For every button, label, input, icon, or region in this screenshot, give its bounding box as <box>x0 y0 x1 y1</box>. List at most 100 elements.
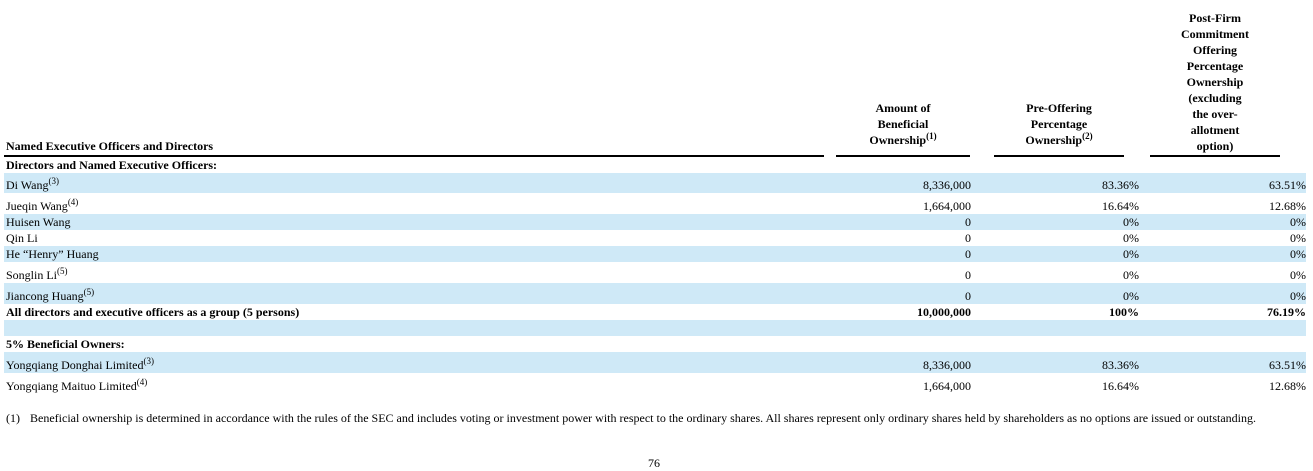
header-pre-line: Ownership(2) <box>1025 131 1093 148</box>
row-post-offering: 76.19% <box>1267 305 1306 319</box>
header-label: Named Executive Officers and Directors <box>6 139 214 153</box>
row-name-text: Songlin Li <box>6 268 58 282</box>
row-name-text: Jueqin Wang <box>6 199 68 213</box>
header-amount-line: Amount of <box>875 101 931 115</box>
table-row: 5% Beneficial Owners: <box>4 336 1306 352</box>
header-pre-line: Percentage <box>1030 117 1088 131</box>
row-name-text: Yongqiang Donghai Limited <box>6 358 144 372</box>
row-name: Huisen Wang <box>6 214 70 230</box>
row-amount: 8,336,000 <box>923 358 971 372</box>
row-post-offering: 12.68% <box>1269 379 1306 393</box>
header-rule-name <box>4 155 824 157</box>
header-amount-line: Ownership(1) <box>869 131 937 148</box>
row-name-text: He “Henry” Huang <box>6 247 99 261</box>
table-row: Jiancong Huang(5) 0 0% 0% <box>4 283 1306 304</box>
row-post-offering: 0% <box>1290 268 1306 282</box>
header-amount: Amount of Beneficial Ownership(1) <box>836 100 970 148</box>
row-pre-offering: 0% <box>1123 231 1139 245</box>
footnote-ref: (5) <box>57 266 68 276</box>
row-name: Qin Li <box>6 230 38 246</box>
header-rule-pre <box>994 155 1124 157</box>
row-post-offering: 0% <box>1290 215 1306 229</box>
row-name: Jueqin Wang(4) <box>6 198 78 214</box>
row-name: Jiancong Huang(5) <box>6 288 94 304</box>
row-name-text: All directors and executive officers as … <box>6 305 300 319</box>
header-post-line: (excluding <box>1188 91 1242 105</box>
footnote: (1) Beneficial ownership is determined i… <box>6 410 1306 427</box>
table-row: Yongqiang Donghai Limited(3) 8,336,000 83.… <box>4 352 1306 373</box>
header-pre-line: Pre-Offering <box>1026 101 1092 115</box>
row-amount: 0 <box>965 215 971 229</box>
row-post-offering: 63.51% <box>1269 358 1306 372</box>
row-amount: 0 <box>965 247 971 261</box>
row-amount: 10,000,000 <box>917 305 971 319</box>
table-row: He “Henry” Huang 0 0% 0% <box>4 246 1306 262</box>
header-post-line: Commitment <box>1181 27 1249 41</box>
footnote-ref: (5) <box>83 287 95 297</box>
table-row <box>4 320 1306 336</box>
row-name: Di Wang(3) <box>6 177 59 193</box>
row-name-text: Qin Li <box>6 231 38 245</box>
row-name-text: Di Wang <box>6 178 49 192</box>
row-post-offering: 12.68% <box>1269 199 1306 213</box>
row-name: He “Henry” Huang <box>6 246 99 262</box>
footnote-ref: (2) <box>1082 131 1093 141</box>
table-row: Yongqiang Maituo Limited(4) 1,664,000 16.6… <box>4 373 1306 394</box>
row-name-text: Jiancong Huang <box>6 289 84 303</box>
footnote-ref: (4) <box>67 197 79 207</box>
table-row: Songlin Li(5) 0 0% 0% <box>4 262 1306 283</box>
row-post-offering: 0% <box>1290 231 1306 245</box>
row-post-offering: 63.51% <box>1269 178 1306 192</box>
header-post-line: Post-Firm <box>1189 11 1241 25</box>
table-row: Directors and Named Executive Officers: <box>4 157 1306 173</box>
row-pre-offering: 0% <box>1123 268 1139 282</box>
header-post-line: Offering <box>1193 43 1237 57</box>
header-rule-amount <box>836 155 970 157</box>
row-amount: 1,664,000 <box>923 199 971 213</box>
header-rule-post <box>1150 155 1280 157</box>
header-post-line: allotment <box>1190 123 1240 137</box>
footnote-text: Beneficial ownership is determined in ac… <box>30 411 1257 425</box>
row-amount: 0 <box>965 289 971 303</box>
table-row: Qin Li 0 0% 0% <box>4 230 1306 246</box>
row-pre-offering: 83.36% <box>1102 358 1139 372</box>
row-name-text: Directors and Named Executive Officers: <box>6 158 218 172</box>
row-pre-offering: 0% <box>1123 289 1139 303</box>
row-name: 5% Beneficial Owners: <box>6 336 125 352</box>
row-name-text: Yongqiang Maituo Limited <box>6 379 137 393</box>
footnote-ref: (4) <box>136 377 148 387</box>
row-name: Songlin Li(5) <box>6 267 68 283</box>
row-post-offering: 0% <box>1290 289 1306 303</box>
row-pre-offering: 0% <box>1123 215 1139 229</box>
row-amount: 1,664,000 <box>923 379 971 393</box>
row-post-offering: 0% <box>1290 247 1306 261</box>
row-name: All directors and executive officers as … <box>6 304 299 320</box>
header-post-line: Ownership <box>1186 75 1244 89</box>
page-number: 76 <box>648 456 660 470</box>
header-pre-offering: Pre-Offering Percentage Ownership(2) <box>992 100 1126 148</box>
row-amount: 8,336,000 <box>923 178 971 192</box>
footnote-number: (1) <box>6 411 20 425</box>
table-row: Jueqin Wang(4) 1,664,000 16.64% 12.68% <box>4 193 1306 214</box>
row-amount: 0 <box>965 231 971 245</box>
row-pre-offering: 16.64% <box>1102 379 1139 393</box>
header-post-line: Percentage <box>1186 59 1244 73</box>
header-post-offering: Post-Firm Commitment Offering Percentage… <box>1150 10 1280 154</box>
row-name: Yongqiang Maituo Limited(4) <box>6 378 147 394</box>
footnote-ref: (1) <box>926 131 937 141</box>
footnote-ref: (3) <box>143 356 154 366</box>
row-pre-offering: 16.64% <box>1102 199 1139 213</box>
header-amount-line: Beneficial <box>877 117 929 131</box>
table-row: All directors and executive officers as … <box>4 304 1306 320</box>
row-name: Yongqiang Donghai Limited(3) <box>6 357 154 373</box>
row-name: Directors and Named Executive Officers: <box>6 157 217 173</box>
row-amount: 0 <box>965 268 971 282</box>
row-pre-offering: 100% <box>1109 305 1139 319</box>
row-name-text: 5% Beneficial Owners: <box>6 337 125 351</box>
header-post-line: option) <box>1196 139 1234 153</box>
table-row: Huisen Wang 0 0% 0% <box>4 214 1306 230</box>
header-post-line: the over- <box>1192 107 1238 121</box>
row-pre-offering: 0% <box>1123 247 1139 261</box>
row-name-text: Huisen Wang <box>6 215 71 229</box>
